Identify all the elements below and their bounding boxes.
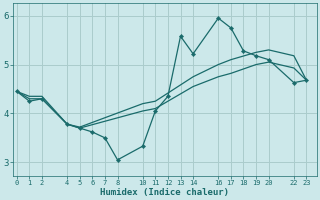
- X-axis label: Humidex (Indice chaleur): Humidex (Indice chaleur): [100, 188, 229, 197]
